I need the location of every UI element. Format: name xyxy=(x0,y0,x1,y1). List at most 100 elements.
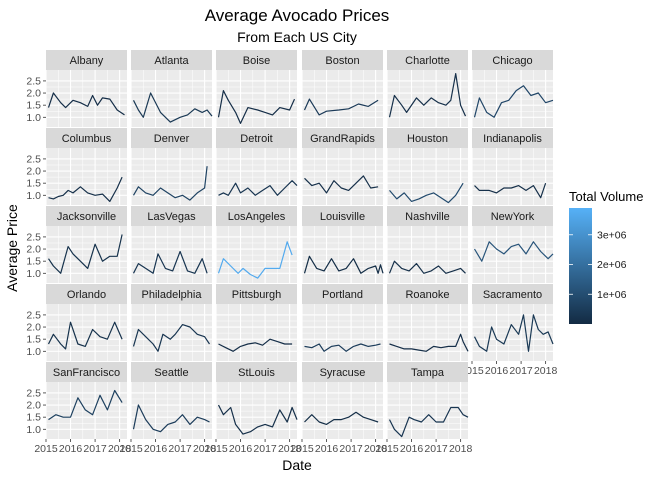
facet-label: Houston xyxy=(407,133,448,145)
facet-label: Orlando xyxy=(67,289,106,301)
facet-pittsburgh: Pittsburgh xyxy=(215,284,297,361)
facet-strip xyxy=(472,50,553,70)
y-tick-label: 1.5 xyxy=(26,334,41,346)
facet-label: LosAngeles xyxy=(228,211,286,223)
facet-losangeles: LosAngeles xyxy=(215,206,297,283)
facet-strip xyxy=(387,128,468,148)
facet-label: Pittsburgh xyxy=(232,289,282,301)
x-tick-label: 2018 xyxy=(364,443,388,455)
facet-label: Philadelphia xyxy=(142,289,203,301)
x-tick-label: 2015 xyxy=(34,443,58,455)
y-tick-label: 1.0 xyxy=(26,424,41,436)
price-line-portland xyxy=(304,343,381,352)
facet-strip xyxy=(387,206,468,226)
facet-jacksonville: Jacksonville 1.01.52.02.5 xyxy=(26,206,127,283)
x-tick-label: 2016 xyxy=(144,443,168,455)
facet-label: Tampa xyxy=(411,367,445,379)
legend-tick-label: 3e+06 xyxy=(597,229,627,241)
facet-strip xyxy=(302,284,383,304)
price-line-philadelphia xyxy=(132,324,210,352)
x-tick-label: 2016 xyxy=(229,443,253,455)
price-line-orlando xyxy=(47,321,123,350)
x-tick-label: 2017 xyxy=(509,365,533,377)
facet-label: Nashville xyxy=(405,211,450,223)
price-line-sacramento xyxy=(473,314,554,352)
facet-label: Albany xyxy=(70,55,104,67)
facet-indianapolis: Indianapolis xyxy=(471,128,553,205)
x-tick-label: 2017 xyxy=(339,443,363,455)
facet-label: Seattle xyxy=(154,367,188,379)
price-line-boise xyxy=(217,89,296,125)
x-tick-label: 2015 xyxy=(375,443,399,455)
x-tick-label: 2018 xyxy=(108,443,132,455)
facet-strip xyxy=(131,50,212,70)
facet-charlotte: Charlotte xyxy=(386,50,468,127)
facet-strip xyxy=(46,128,127,148)
facet-label: Chicago xyxy=(492,55,532,67)
price-line-roanoke xyxy=(389,333,469,352)
facet-chicago: Chicago xyxy=(471,50,554,127)
facet-label: Portland xyxy=(322,289,363,301)
y-tick-label: 2.0 xyxy=(26,322,41,334)
price-line-syracuse xyxy=(304,411,379,425)
price-line-losangeles xyxy=(217,241,293,279)
facet-label: Louisville xyxy=(320,211,365,223)
facet-roanoke: Roanoke xyxy=(386,284,469,361)
x-tick-label: 2016 xyxy=(485,365,509,377)
facet-label: NewYork xyxy=(491,211,535,223)
facet-portland: Portland xyxy=(301,284,383,361)
facet-strip xyxy=(302,206,383,226)
facet-atlanta: Atlanta xyxy=(130,50,213,127)
price-line-albany xyxy=(47,92,125,116)
facet-strip xyxy=(131,128,212,148)
facet-label: Indianapolis xyxy=(483,133,542,145)
y-tick-label: 2.5 xyxy=(26,153,41,165)
facet-detroit: Detroit xyxy=(215,128,298,205)
y-tick-label: 2.0 xyxy=(26,88,41,100)
facet-strip xyxy=(302,128,383,148)
legend-title: Total Volume xyxy=(569,189,643,204)
facet-seattle: Seattle 2015 2016 2017 2018 xyxy=(119,362,216,455)
facet-label: StLouis xyxy=(238,367,275,379)
facet-strip xyxy=(387,362,468,382)
chart-title: Average Avocado Prices xyxy=(205,6,390,25)
price-line-sanfrancisco xyxy=(48,389,123,421)
facet-boston: Boston xyxy=(301,50,383,127)
price-line-stlouis xyxy=(217,404,298,435)
facet-strip xyxy=(46,284,127,304)
facet-strip xyxy=(302,50,383,70)
y-tick-label: 2.0 xyxy=(26,244,41,256)
facet-strip xyxy=(216,206,297,226)
legend-colorbar xyxy=(569,208,592,324)
facet-label: Syracuse xyxy=(320,367,366,379)
x-tick-label: 2017 xyxy=(424,443,448,455)
facet-sanfrancisco: SanFrancisco 1.01.52.02.5 2015 2016 2017 2018 xyxy=(26,362,131,455)
facet-houston: Houston xyxy=(386,128,468,205)
price-line-louisville xyxy=(303,255,384,274)
facet-label: Roanoke xyxy=(405,289,449,301)
facet-strip xyxy=(472,128,553,148)
x-tick-label: 2017 xyxy=(168,443,192,455)
x-tick-label: 2018 xyxy=(534,365,558,377)
price-line-tampa xyxy=(388,406,469,438)
facet-strip xyxy=(46,362,127,382)
price-line-houston xyxy=(389,182,464,204)
x-tick-label: 2017 xyxy=(253,443,277,455)
facet-label: LasVegas xyxy=(147,211,196,223)
price-line-nashville xyxy=(388,260,466,274)
facet-label: Boise xyxy=(243,55,271,67)
price-line-chicago xyxy=(473,85,554,118)
facet-stlouis: StLouis 2015 2016 2017 2018 xyxy=(204,362,301,455)
facet-strip xyxy=(131,284,212,304)
facet-strip xyxy=(216,362,297,382)
legend-tick-label: 2e+06 xyxy=(597,259,627,271)
price-line-detroit xyxy=(218,180,298,196)
facet-strip xyxy=(216,284,297,304)
y-tick-label: 1.0 xyxy=(26,268,41,280)
facet-strip xyxy=(131,206,212,226)
facet-grandrapids: GrandRapids xyxy=(301,128,383,205)
